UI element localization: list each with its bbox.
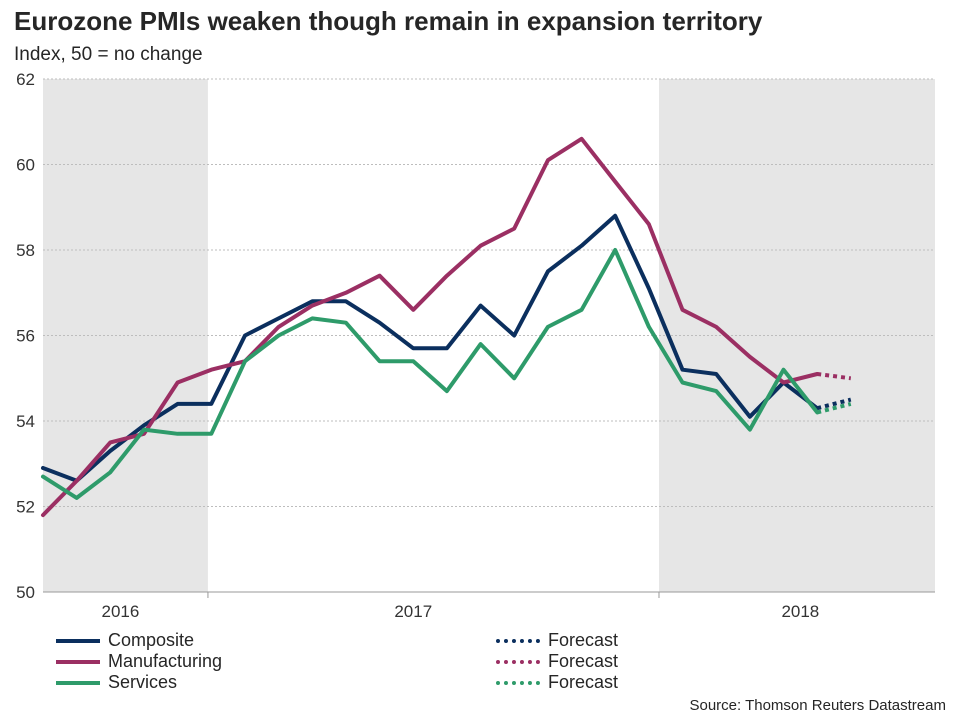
x-year-label: 2018 <box>781 602 819 621</box>
legend-label: Manufacturing <box>108 651 223 671</box>
y-tick-label: 62 <box>16 70 35 89</box>
legend-actual: Composite Manufacturing Services <box>56 630 222 693</box>
legend-swatch <box>56 659 100 664</box>
y-tick-label: 54 <box>16 412 35 431</box>
series-forecast-services <box>816 401 852 415</box>
series-forecast-composite <box>816 397 852 411</box>
chart-title: Eurozone PMIs weaken though remain in ex… <box>14 6 763 36</box>
legend-label: Composite <box>108 630 195 650</box>
legend-label: Services <box>108 672 178 692</box>
legend-label: Forecast <box>548 651 619 671</box>
y-tick-label: 50 <box>16 583 35 602</box>
legend-forecast: Forecast Forecast Forecast <box>496 630 618 693</box>
legend-label: Forecast <box>548 630 619 650</box>
y-tick-label: 60 <box>16 156 35 175</box>
legend-swatch <box>496 638 540 643</box>
legend-swatch <box>56 680 100 685</box>
chart-subtitle: Index, 50 = no change <box>14 44 203 65</box>
y-tick-label: 52 <box>16 498 35 517</box>
legend-item-composite: Composite <box>56 630 222 651</box>
series-line-manufacturing <box>41 136 820 518</box>
y-tick-label: 58 <box>16 241 35 260</box>
legend-item-manufacturing: Manufacturing <box>56 651 222 672</box>
x-year-label: 2017 <box>394 602 432 621</box>
legend-item-services: Services <box>56 672 222 693</box>
legend-item-composite-forecast: Forecast <box>496 630 618 651</box>
legend-swatch <box>56 638 100 643</box>
legend-item-manufacturing-forecast: Forecast <box>496 651 618 672</box>
legend-swatch <box>496 659 540 664</box>
legend-swatch <box>496 680 540 685</box>
series-line-composite <box>41 213 820 483</box>
x-year-label: 2016 <box>102 602 140 621</box>
legend-item-services-forecast: Forecast <box>496 672 618 693</box>
series-forecast-manufacturing <box>816 372 852 381</box>
legend-label: Forecast <box>548 672 619 692</box>
source-note: Source: Thomson Reuters Datastream <box>689 697 946 714</box>
series-line-services <box>41 248 820 500</box>
y-tick-label: 56 <box>16 327 35 346</box>
